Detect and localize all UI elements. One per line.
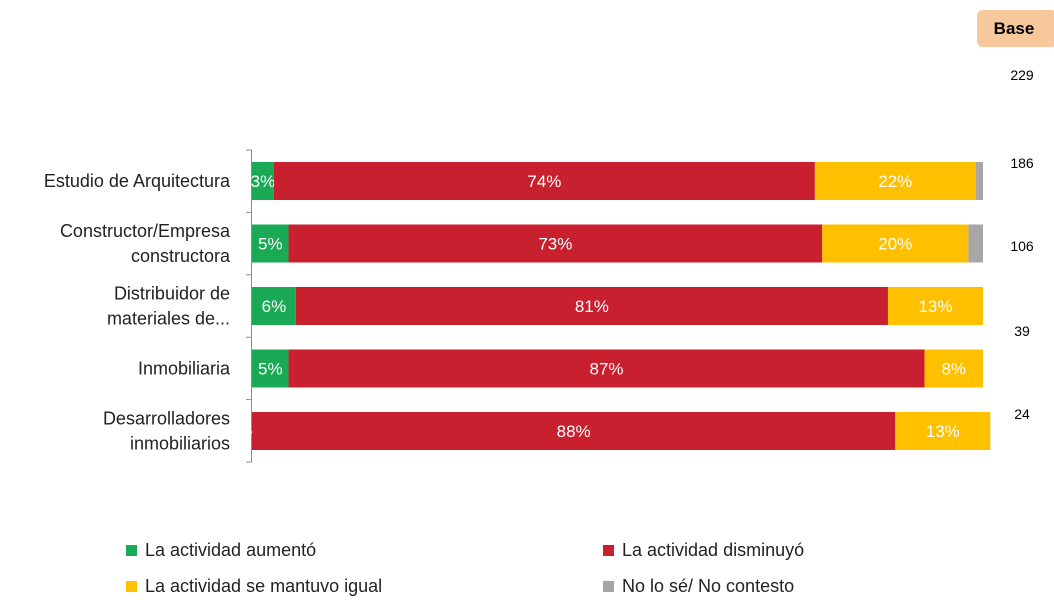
bar-segment <box>252 162 274 200</box>
data-label: 88% <box>557 422 591 441</box>
bar-segment <box>887 287 983 325</box>
bar-segment <box>822 224 969 263</box>
data-label: 3% <box>251 172 276 191</box>
bar-segment <box>252 349 289 388</box>
legend-label: La actividad aumentó <box>145 540 317 560</box>
category-label: constructora <box>131 246 231 266</box>
base-value: 24 <box>1014 406 1030 422</box>
data-label: 6% <box>262 297 287 316</box>
base-value-total: 229 <box>1010 67 1034 83</box>
data-label: 22% <box>878 172 912 191</box>
category-label: Constructor/Empresa <box>60 221 231 241</box>
category-label: Desarrolladores <box>103 409 230 429</box>
bar-segment <box>968 224 983 263</box>
bar-segment <box>895 412 991 450</box>
base-value: 186 <box>1010 155 1034 171</box>
data-label: 81% <box>575 297 609 316</box>
data-label: 74% <box>527 172 561 191</box>
data-label: 5% <box>258 235 283 254</box>
base-header-badge: Base <box>977 10 1054 47</box>
data-label: 8% <box>941 360 966 379</box>
data-label: 13% <box>918 297 952 316</box>
data-label: 5% <box>258 360 283 379</box>
bar-segment <box>814 162 976 200</box>
category-label: inmobiliarios <box>130 434 230 454</box>
category-label: materiales de... <box>107 309 230 329</box>
legend-item-igual: La actividad se mantuvo igual <box>126 576 382 597</box>
legend-label: No lo sé/ No contesto <box>622 576 795 596</box>
category-label: Inmobiliaria <box>138 359 231 379</box>
legend-swatch <box>126 545 137 556</box>
base-value: 39 <box>1014 323 1030 339</box>
bar-segment <box>295 287 888 325</box>
base-value: 106 <box>1010 238 1034 254</box>
category-label: Distribuidor de <box>114 284 230 304</box>
data-label: 20% <box>878 235 912 254</box>
bar-segment <box>288 224 823 263</box>
data-label: 87% <box>590 360 624 379</box>
legend-item-disminuyo: La actividad disminuyó <box>603 540 804 561</box>
category-label: Estudio de Arquitectura <box>44 171 231 191</box>
bar-segment <box>975 162 983 200</box>
legend-item-aumento: La actividad aumentó <box>126 540 316 561</box>
legend-swatch <box>126 581 137 592</box>
bar-segment <box>252 412 896 450</box>
bar-segment <box>924 349 983 388</box>
legend-swatch <box>603 545 614 556</box>
legend-item-no-contesto: No lo sé/ No contesto <box>603 576 794 597</box>
bar-segment <box>288 349 925 388</box>
bar-segment <box>252 287 296 325</box>
bar-segment <box>273 162 815 200</box>
legend-swatch <box>603 581 614 592</box>
legend-label: La actividad se mantuvo igual <box>145 576 383 596</box>
data-label: 13% <box>926 422 960 441</box>
data-label: 73% <box>538 235 572 254</box>
legend-label: La actividad disminuyó <box>622 540 805 560</box>
bar-segment <box>252 224 289 263</box>
